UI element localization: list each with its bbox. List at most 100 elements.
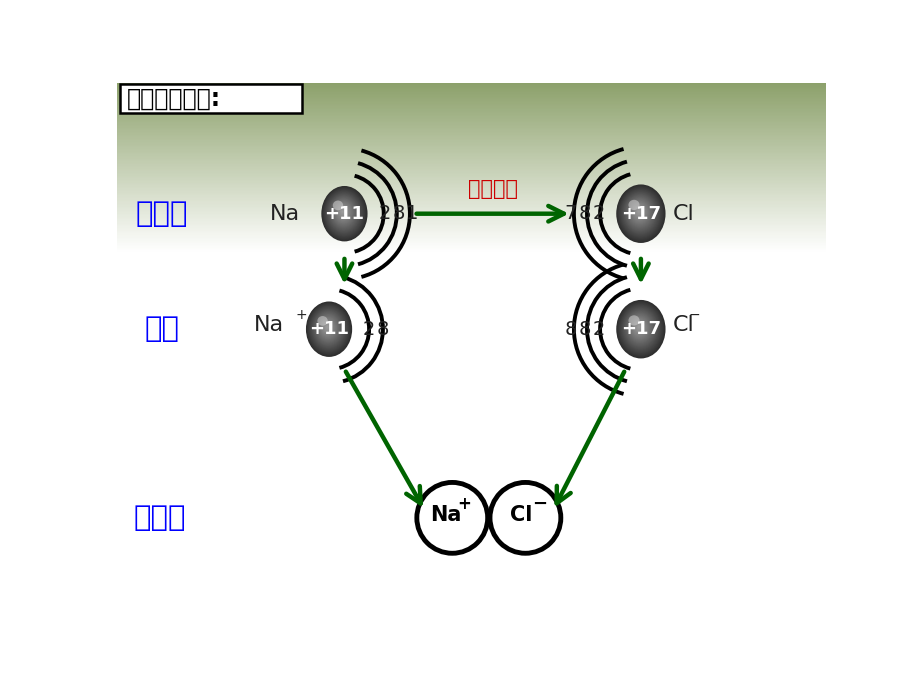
Bar: [117, 98, 825, 100]
Bar: [117, 245, 825, 246]
Text: 2: 2: [592, 319, 604, 339]
Bar: [117, 110, 825, 112]
Ellipse shape: [638, 210, 639, 213]
Bar: [117, 229, 825, 231]
Bar: [117, 126, 825, 128]
Bar: [117, 160, 825, 162]
Bar: [117, 248, 825, 249]
Ellipse shape: [621, 191, 658, 235]
Bar: [117, 237, 825, 239]
Bar: [117, 233, 825, 235]
Text: −: −: [688, 308, 699, 322]
Bar: [117, 88, 825, 90]
Bar: [117, 119, 825, 121]
Ellipse shape: [636, 324, 641, 330]
Text: +: +: [457, 495, 471, 513]
Ellipse shape: [628, 198, 652, 227]
Bar: [117, 125, 825, 126]
Bar: [117, 118, 825, 119]
Ellipse shape: [628, 315, 639, 326]
Bar: [117, 187, 825, 188]
Bar: [117, 155, 825, 156]
Ellipse shape: [622, 308, 657, 349]
Ellipse shape: [623, 308, 656, 348]
Ellipse shape: [618, 188, 661, 239]
Bar: [117, 199, 825, 201]
Ellipse shape: [324, 190, 363, 236]
Bar: [117, 141, 825, 144]
Ellipse shape: [336, 204, 349, 220]
Bar: [117, 97, 825, 99]
Ellipse shape: [312, 310, 343, 346]
Ellipse shape: [323, 322, 332, 333]
Ellipse shape: [311, 308, 346, 349]
Bar: [117, 177, 825, 179]
Bar: [117, 175, 825, 177]
Bar: [117, 218, 825, 219]
Text: +17: +17: [620, 205, 660, 223]
Ellipse shape: [326, 326, 327, 328]
Text: 8: 8: [377, 319, 389, 339]
Text: 1: 1: [405, 204, 418, 223]
Ellipse shape: [320, 319, 335, 337]
Bar: [117, 92, 825, 94]
Bar: [117, 106, 825, 108]
Ellipse shape: [336, 205, 348, 219]
Ellipse shape: [627, 313, 652, 343]
Bar: [117, 179, 825, 180]
Ellipse shape: [631, 319, 646, 336]
Bar: [117, 132, 825, 134]
Text: 7: 7: [564, 204, 576, 223]
Text: Na: Na: [254, 315, 284, 335]
Ellipse shape: [628, 314, 652, 342]
Ellipse shape: [629, 315, 650, 340]
Bar: [117, 184, 825, 186]
Ellipse shape: [308, 304, 349, 353]
Ellipse shape: [634, 207, 642, 217]
Bar: [117, 129, 825, 131]
Ellipse shape: [628, 199, 651, 226]
Bar: [117, 108, 825, 110]
Bar: [117, 164, 825, 166]
Bar: [117, 140, 825, 142]
Ellipse shape: [616, 300, 664, 359]
Ellipse shape: [332, 199, 355, 226]
Bar: [117, 198, 825, 200]
Ellipse shape: [334, 201, 352, 224]
Bar: [117, 128, 825, 130]
Bar: [117, 112, 825, 114]
Bar: [117, 150, 825, 152]
Ellipse shape: [620, 305, 660, 352]
Ellipse shape: [330, 197, 357, 228]
Bar: [117, 86, 825, 87]
Ellipse shape: [623, 194, 655, 232]
Bar: [117, 239, 825, 241]
Ellipse shape: [325, 325, 329, 330]
Text: Cl: Cl: [673, 204, 694, 224]
Ellipse shape: [330, 196, 357, 230]
Ellipse shape: [637, 210, 640, 213]
Bar: [117, 206, 825, 208]
Bar: [117, 217, 825, 218]
Ellipse shape: [630, 317, 647, 337]
Ellipse shape: [323, 323, 331, 332]
Ellipse shape: [636, 324, 641, 331]
Ellipse shape: [629, 200, 650, 225]
Bar: [117, 249, 825, 250]
Circle shape: [490, 482, 561, 553]
Bar: [117, 205, 825, 207]
Ellipse shape: [318, 317, 337, 339]
Ellipse shape: [323, 324, 331, 331]
Ellipse shape: [322, 320, 334, 335]
Ellipse shape: [635, 323, 642, 331]
Ellipse shape: [316, 315, 339, 342]
Ellipse shape: [319, 317, 336, 338]
Bar: [117, 226, 825, 228]
Ellipse shape: [312, 308, 345, 348]
Ellipse shape: [624, 195, 655, 231]
Bar: [117, 244, 825, 245]
Bar: [117, 246, 825, 248]
Bar: [117, 143, 825, 145]
Bar: [117, 135, 825, 137]
Ellipse shape: [314, 313, 341, 344]
